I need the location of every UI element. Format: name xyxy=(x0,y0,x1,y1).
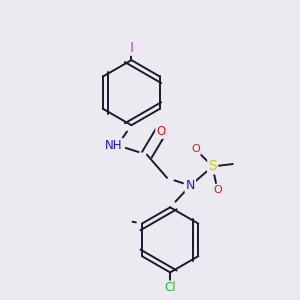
Text: Cl: Cl xyxy=(164,281,176,294)
Text: I: I xyxy=(129,41,134,55)
Text: N: N xyxy=(186,179,195,192)
Text: NH: NH xyxy=(105,139,122,152)
Text: O: O xyxy=(213,185,222,195)
Text: O: O xyxy=(156,125,166,138)
Text: S: S xyxy=(208,159,217,173)
Text: O: O xyxy=(191,144,200,154)
